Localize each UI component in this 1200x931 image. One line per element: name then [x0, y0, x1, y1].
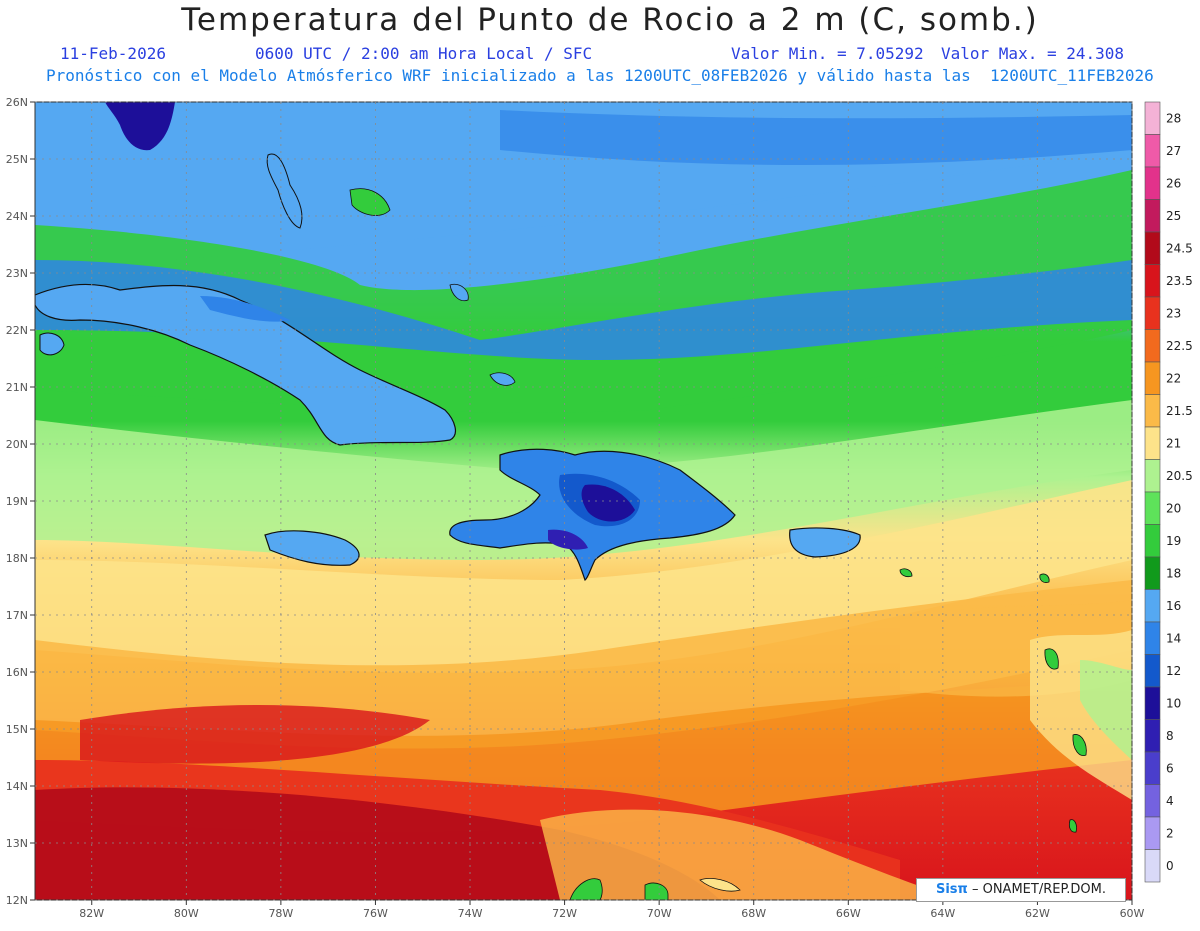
- legend-label: 12: [1166, 664, 1181, 678]
- legend-label: 22.5: [1166, 339, 1193, 353]
- legend-label: 4: [1166, 794, 1174, 808]
- legend-swatch: [1144, 751, 1161, 785]
- legend-label: 8: [1166, 729, 1174, 743]
- map-title: Temperatura del Punto de Rocio a 2 m (C,…: [181, 2, 1039, 38]
- lat-label: 24N: [6, 210, 28, 223]
- lon-label: 74W: [458, 907, 483, 920]
- legend-swatch: [1144, 329, 1161, 363]
- legend-swatch: [1144, 459, 1161, 493]
- lat-label: 16N: [6, 666, 28, 679]
- legend-swatch: [1144, 849, 1161, 883]
- lat-label: 25N: [6, 153, 28, 166]
- legend-label: 21: [1166, 436, 1181, 450]
- longitude-labels: 82W 80W 78W 76W 74W 72W 70W 68W 66W 64W 62W 60W: [79, 900, 1145, 920]
- sispi-logo: Sisπ: [935, 882, 968, 897]
- legend-swatch: [1144, 686, 1161, 720]
- map-grid: [35, 101, 1133, 901]
- legend-swatch: [1144, 524, 1161, 558]
- legend-label: 24.5: [1166, 241, 1193, 255]
- legend-label: 10: [1166, 696, 1181, 710]
- legend-swatch: [1144, 654, 1161, 688]
- legend-label: 28: [1166, 111, 1181, 125]
- credit-text: – ONAMET/REP.DOM.: [971, 882, 1106, 897]
- legend-swatch: [1144, 394, 1161, 428]
- legend-swatch: [1144, 134, 1161, 168]
- legend-swatch: [1144, 719, 1161, 753]
- legend-swatch: [1144, 556, 1161, 590]
- lon-label: 70W: [647, 907, 672, 920]
- lon-label: 80W: [174, 907, 199, 920]
- legend-label: 23.5: [1166, 274, 1193, 288]
- legend-label: 20: [1166, 501, 1181, 515]
- lat-label: 18N: [6, 552, 28, 565]
- lat-label: 19N: [6, 495, 28, 508]
- lon-label: 82W: [79, 907, 104, 920]
- legend-label: 6: [1166, 761, 1174, 775]
- lat-label: 17N: [6, 609, 28, 622]
- legend-swatch: [1144, 231, 1161, 265]
- legend-swatch: [1144, 166, 1161, 200]
- legend-label: 2: [1166, 826, 1174, 840]
- valid-date: 11-Feb-2026: [60, 44, 166, 63]
- max-value: Valor Max. = 24.308: [941, 44, 1125, 63]
- legend-label: 26: [1166, 176, 1181, 190]
- lon-label: 76W: [363, 907, 388, 920]
- lat-label: 22N: [6, 324, 28, 337]
- legend-label: 0: [1166, 859, 1174, 873]
- lat-label: 12N: [6, 894, 28, 907]
- lat-label: 13N: [6, 837, 28, 850]
- credit-box: Sisπ – ONAMET/REP.DOM.: [916, 878, 1126, 902]
- legend-swatch: [1144, 491, 1161, 525]
- latitude-labels: 26N 25N 24N 23N 22N 21N 20N 19N 18N 17N 16N 15N 14N 1…: [6, 96, 35, 907]
- color-legend: 2827262524.523.52322.52221.52120.5201918…: [1144, 101, 1193, 883]
- legend-swatch: [1144, 784, 1161, 818]
- min-value: Valor Min. = 7.05292: [731, 44, 924, 63]
- legend-label: 27: [1166, 144, 1181, 158]
- lat-label: 23N: [6, 267, 28, 280]
- legend-label: 16: [1166, 599, 1181, 613]
- lon-label: 62W: [1025, 907, 1050, 920]
- legend-swatch: [1144, 621, 1161, 655]
- lon-label: 72W: [552, 907, 577, 920]
- legend-swatch: [1144, 101, 1161, 135]
- legend-swatch: [1144, 816, 1161, 850]
- lat-label: 26N: [6, 96, 28, 109]
- lon-label: 60W: [1120, 907, 1145, 920]
- legend-label: 18: [1166, 566, 1181, 580]
- model-info: Pronóstico con el Modelo Atmósferico WRF…: [46, 66, 1154, 85]
- legend-swatch: [1144, 426, 1161, 460]
- lat-label: 21N: [6, 381, 28, 394]
- legend-label: 19: [1166, 534, 1181, 548]
- legend-label: 22: [1166, 371, 1181, 385]
- lat-label: 14N: [6, 780, 28, 793]
- lat-label: 20N: [6, 438, 28, 451]
- lon-label: 78W: [268, 907, 293, 920]
- legend-label: 23: [1166, 306, 1181, 320]
- legend-swatch: [1144, 264, 1161, 298]
- lon-label: 64W: [930, 907, 955, 920]
- legend-label: 14: [1166, 631, 1181, 645]
- valid-time: 0600 UTC / 2:00 am Hora Local / SFC: [255, 44, 593, 63]
- legend-swatch: [1144, 361, 1161, 395]
- legend-label: 20.5: [1166, 469, 1193, 483]
- lat-label: 15N: [6, 723, 28, 736]
- legend-swatch: [1144, 199, 1161, 233]
- lon-label: 66W: [836, 907, 861, 920]
- legend-label: 21.5: [1166, 404, 1193, 418]
- legend-label: 25: [1166, 209, 1181, 223]
- legend-swatch: [1144, 589, 1161, 623]
- lon-label: 68W: [741, 907, 766, 920]
- legend-swatch: [1144, 296, 1161, 330]
